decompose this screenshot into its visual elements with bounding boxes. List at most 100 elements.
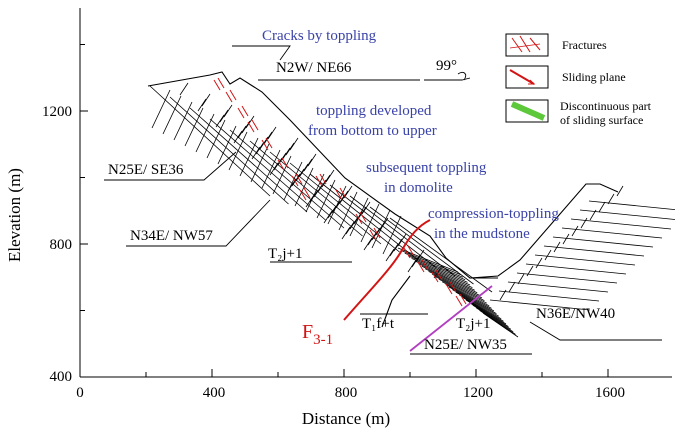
annotation-subsequent-line2: in domolite <box>384 180 453 196</box>
mudstone-line <box>425 268 478 294</box>
right-bank-line <box>552 236 654 248</box>
annotation-compression-line2: in the mudstone <box>434 226 530 242</box>
mudstone-line <box>411 258 468 283</box>
joint-line <box>341 226 351 240</box>
bearing-arrow-stem <box>424 77 471 81</box>
block-line <box>173 101 193 141</box>
right-bank-joint <box>580 217 588 229</box>
right-bank-joint <box>553 241 561 253</box>
legend-discontinuous-label-2: of sliding surface <box>560 113 643 127</box>
right-bank-joint <box>544 249 552 261</box>
fracture-mark <box>237 107 245 119</box>
mudstone-line <box>472 304 512 330</box>
x-tick-label: 800 <box>335 385 358 401</box>
right-bank-line <box>543 245 645 257</box>
right-bank-line <box>561 227 663 239</box>
leader-lines <box>104 45 662 355</box>
joint-line <box>361 201 371 215</box>
right-bank-joint <box>571 225 579 237</box>
block-line <box>283 161 303 201</box>
legend-discontinuous-swatch <box>505 99 549 123</box>
leader-n34e <box>126 199 271 247</box>
joint-line <box>357 206 367 220</box>
joint-line <box>219 109 229 123</box>
fracture-mark <box>241 105 249 117</box>
fracture-mark <box>421 259 429 271</box>
joint-line <box>397 233 407 247</box>
annotation-n25e-nw35: N25E/ NW35 <box>424 337 507 353</box>
joint-line <box>345 221 355 235</box>
joint-line <box>335 195 345 209</box>
bedding-line <box>209 118 326 221</box>
block-line <box>195 113 215 153</box>
fracture-mark <box>369 229 377 241</box>
joint-line <box>251 146 261 160</box>
joint-line <box>295 168 305 182</box>
legend-fractures-swatch <box>505 33 549 57</box>
right-bank-joint <box>499 289 507 301</box>
joint-line <box>371 227 381 241</box>
mudstone-line <box>397 247 459 273</box>
discontinuous-sliding-surface-line <box>409 285 493 352</box>
joint-line <box>379 217 389 231</box>
joint-line <box>245 115 255 129</box>
y-tick-label: 800 <box>50 237 73 253</box>
joint-line <box>285 142 295 156</box>
block-line <box>338 191 358 231</box>
bedding-line <box>149 85 271 197</box>
block-line <box>294 167 314 207</box>
joint-line <box>201 93 211 107</box>
fracture-mark <box>213 79 221 91</box>
mudstone-line <box>442 281 490 307</box>
annotation-toppling-line2: from bottom to upper <box>308 123 437 139</box>
y-tick-label: 400 <box>50 369 73 385</box>
right-bank-joint <box>526 265 534 277</box>
right-bank-joint <box>535 257 543 269</box>
x-axis-title: Distance (m) <box>302 409 390 428</box>
block-line <box>250 143 270 183</box>
ground-surface-line <box>147 71 619 279</box>
foot-outline <box>381 275 411 328</box>
block-line <box>305 173 325 213</box>
mudstone-line <box>455 291 499 317</box>
x-tick-label: 1600 <box>595 385 625 401</box>
fracture-mark <box>355 213 363 225</box>
block-line <box>151 89 171 129</box>
block-line <box>184 107 204 147</box>
mudstone-line <box>418 263 473 288</box>
fracture-mark <box>281 157 289 169</box>
fracture-mark <box>265 137 273 149</box>
right-bank-hatching <box>489 185 675 311</box>
right-bank-joint <box>562 233 570 245</box>
joint-line <box>309 189 319 203</box>
fault-label-subscript: 3-1 <box>313 332 333 348</box>
block-line <box>217 125 237 165</box>
joint-line <box>313 184 323 198</box>
block-line <box>382 215 402 255</box>
mudstone-line <box>401 250 461 275</box>
sliding-plane-line <box>343 219 431 321</box>
upper-rock-block-hatching <box>149 82 493 293</box>
joint-line <box>407 259 417 273</box>
right-bank-line <box>507 281 609 293</box>
joint-line <box>367 232 377 246</box>
fracture-mark <box>299 189 307 201</box>
joint-line <box>339 190 349 204</box>
annotation-t2j-lower: T₂j+1 <box>456 316 491 332</box>
block-line <box>316 179 336 219</box>
bedding-line <box>189 107 308 213</box>
joint-line <box>273 157 283 171</box>
mudstone-line <box>414 260 471 286</box>
fracture-mark <box>431 271 439 283</box>
mudstone-line <box>438 278 487 304</box>
annotation-t1f: T₁f+t <box>362 316 395 332</box>
block-line <box>162 95 182 135</box>
block-line <box>272 155 292 195</box>
right-bank-joint <box>616 185 624 197</box>
fracture-mark <box>455 295 463 307</box>
joint-line <box>197 98 207 112</box>
bearing-arc <box>457 71 467 81</box>
annotation-subsequent-line1: subsequent toppling <box>366 160 487 176</box>
fracture-mark <box>459 293 467 305</box>
